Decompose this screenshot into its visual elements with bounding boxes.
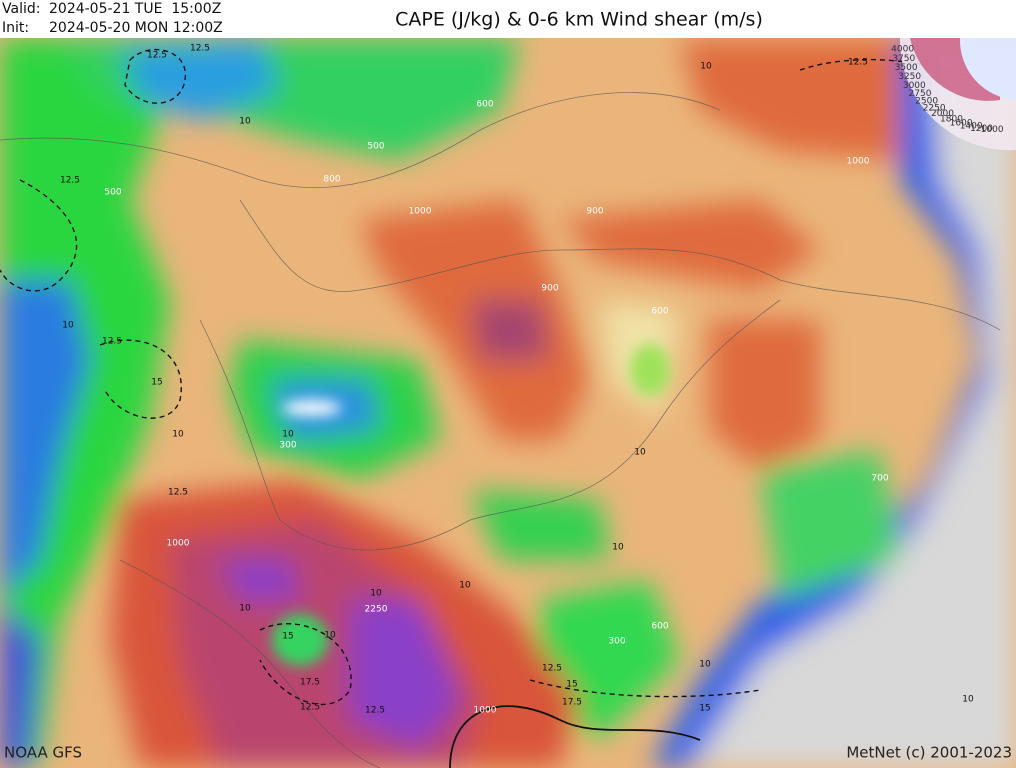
- legend-label: 1600: [950, 118, 973, 128]
- contour-label: 15: [151, 378, 162, 388]
- contour-label: 12.5: [365, 706, 385, 716]
- valid-time: 2024-05-21 TUE 15:00Z: [49, 1, 221, 17]
- contour-label: 800: [323, 175, 340, 185]
- contour-label: 12.5: [848, 58, 868, 68]
- contour-label: 10: [62, 321, 74, 331]
- contour-label: 12.5: [102, 337, 122, 347]
- legend-label: 1000: [981, 125, 1004, 135]
- contour-label: 10: [700, 62, 712, 72]
- contour-label: 17.5: [300, 678, 320, 688]
- contour-label: 10: [324, 631, 336, 641]
- legend-label: 1800: [940, 114, 963, 124]
- contour-label: 15: [566, 680, 577, 690]
- legend-label: 3500: [895, 63, 918, 73]
- legend-label: 1200: [970, 124, 993, 134]
- contour-label: 700: [871, 474, 888, 484]
- contour-label: 10: [239, 604, 251, 614]
- legend-label: 2250: [923, 103, 946, 113]
- contour-label: 12.5: [300, 703, 320, 713]
- contour-label: 12.5: [60, 176, 80, 186]
- contour-label: 10: [634, 448, 646, 458]
- contour-label: 10: [172, 430, 184, 440]
- legend-label: 4000: [891, 44, 914, 54]
- contour-label: 10: [612, 543, 624, 553]
- contour-label: 17.5: [562, 698, 582, 708]
- legend-label: 2750: [909, 89, 932, 99]
- model-name: NOAA GFS: [4, 744, 82, 762]
- contour-label: 300: [608, 637, 625, 647]
- contour-label: 12.5: [542, 664, 562, 674]
- contour-label: 2250: [365, 605, 388, 615]
- valid-label: Valid:: [2, 1, 40, 17]
- legend-label: 2500: [915, 96, 938, 106]
- contour-label: 500: [367, 142, 384, 152]
- legend-label: 1400: [960, 122, 983, 132]
- contour-label: 900: [586, 207, 603, 217]
- legend-label: 3250: [898, 72, 921, 82]
- contour-label: 10: [239, 117, 251, 127]
- contour-label: 1000: [409, 207, 432, 217]
- contour-label: 1000: [167, 539, 190, 549]
- contour-label: 12.5: [168, 488, 188, 498]
- credit: MetNet (c) 2001-2023: [846, 744, 1012, 762]
- contour-label: 10: [370, 589, 382, 599]
- contour-label: 600: [476, 100, 493, 110]
- contour-label: 10: [459, 581, 471, 591]
- contour-label: 10: [282, 430, 294, 440]
- contour-label: 12.5: [147, 51, 167, 61]
- contour-label: 500: [104, 188, 121, 198]
- field: [0, 38, 1016, 768]
- header-bar: [0, 0, 1016, 38]
- legend-label: 2000: [931, 109, 954, 119]
- legend-label: 3000: [903, 81, 926, 91]
- contour-label: 12.5: [190, 44, 210, 54]
- init-time: 2024-05-20 MON 12:00Z: [49, 20, 223, 36]
- contour-label: 1000: [847, 157, 870, 167]
- contour-label: 15: [282, 632, 293, 642]
- contour-label: 15: [699, 704, 710, 714]
- contour-label: 300: [279, 441, 296, 451]
- contour-label: 900: [541, 284, 558, 294]
- contour-label: 1000: [474, 706, 497, 716]
- legend-label: 3750: [892, 54, 915, 64]
- contour-label: 600: [651, 622, 668, 632]
- contour-label: 10: [962, 695, 974, 705]
- contour-label: 600: [651, 307, 668, 317]
- contour-labels: 12.5 12.5 10 10 12.5 600 500 800 1000 900 1000 500 1…: [60, 44, 974, 716]
- legend: 4000375035003250300027502500225020001800…: [891, 38, 1016, 151]
- init-label: Init:: [2, 20, 29, 36]
- map-title: CAPE (J/kg) & 0-6 km Wind shear (m/s): [395, 9, 763, 31]
- contour-label: 10: [699, 660, 711, 670]
